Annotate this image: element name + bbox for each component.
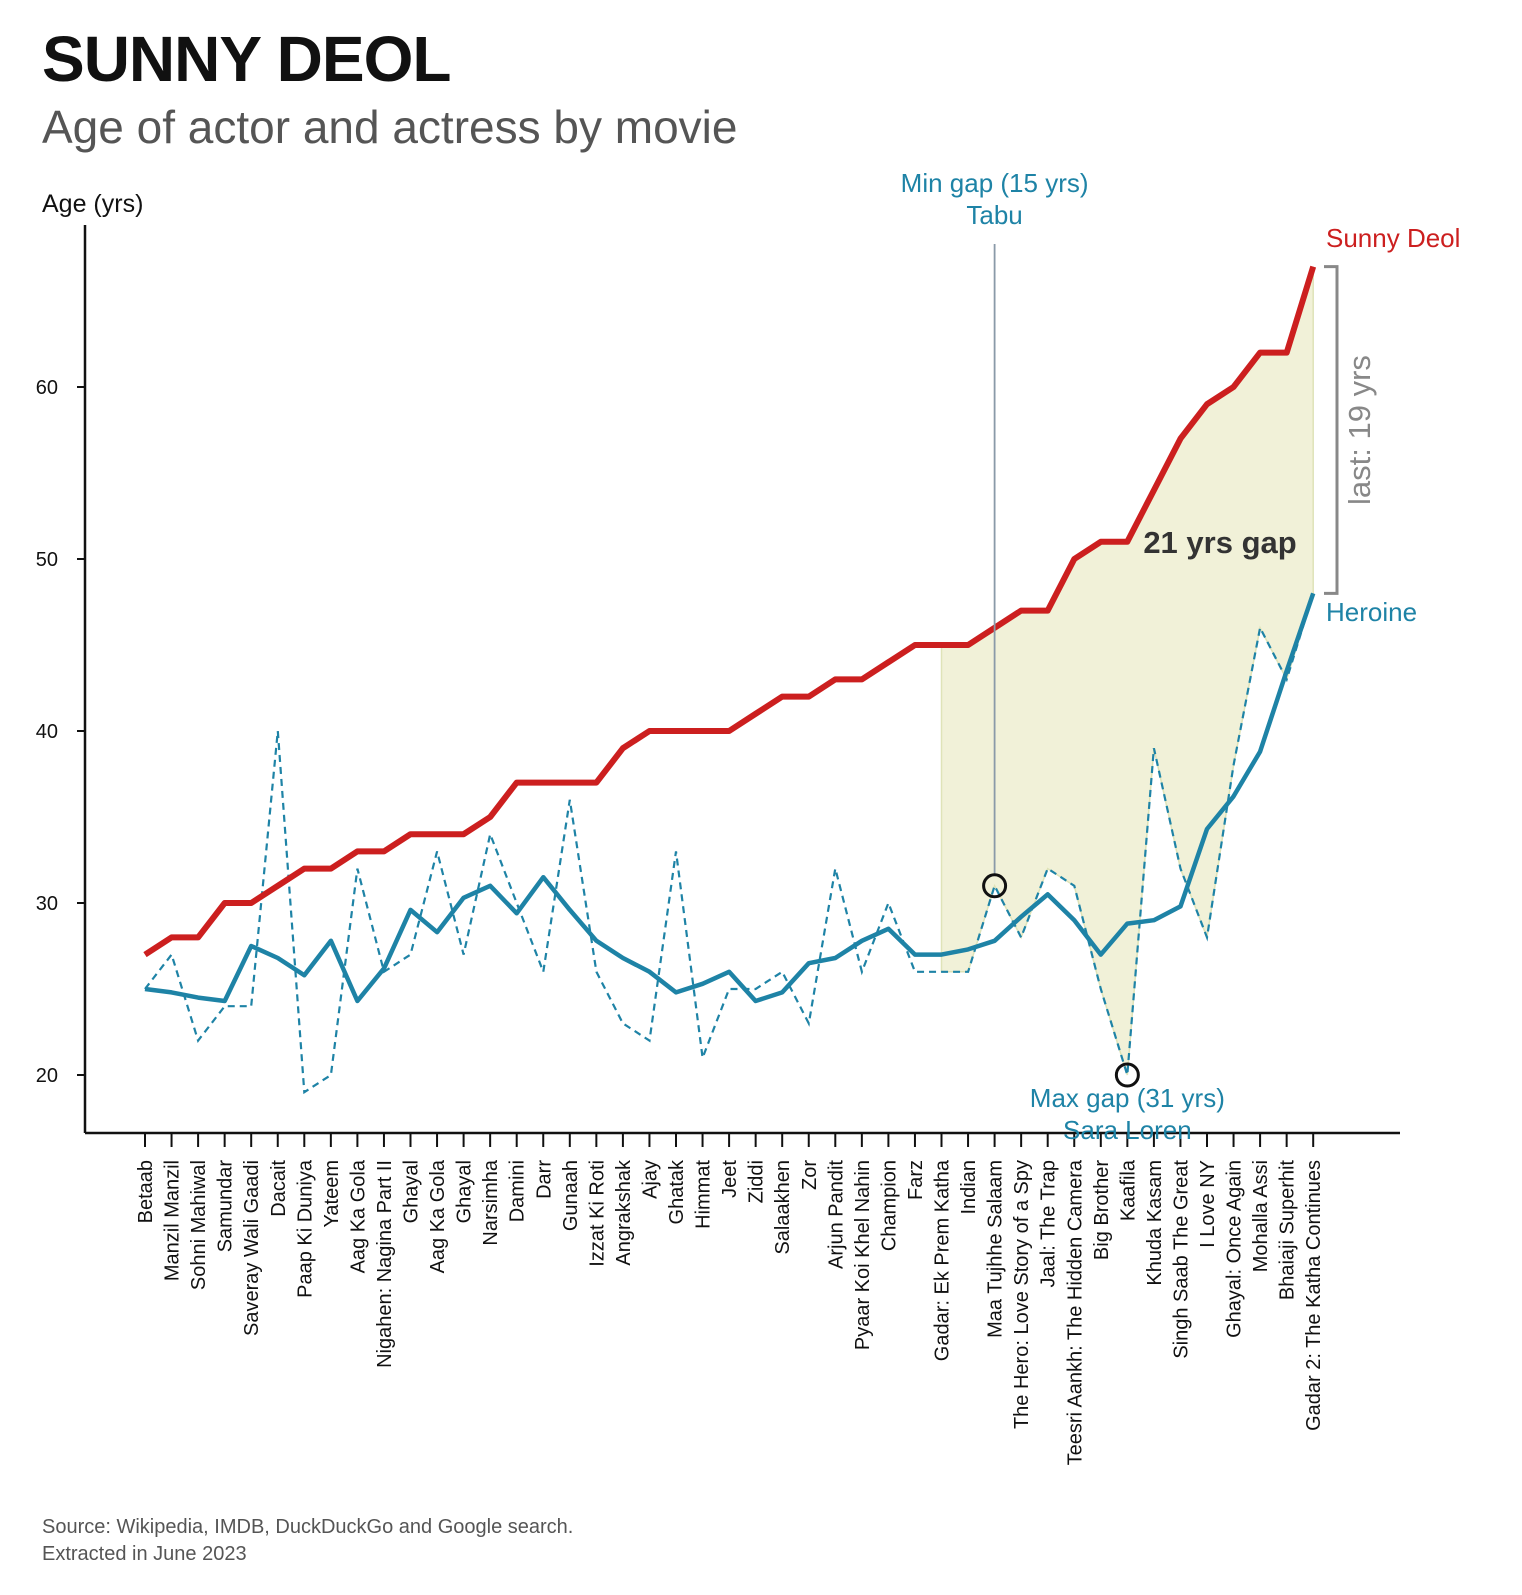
max-gap-marker xyxy=(1114,1062,1140,1088)
x-tick-label: Indian xyxy=(958,1160,980,1215)
x-tick-label: Big Brother xyxy=(1091,1160,1113,1260)
x-tick-label: Himmat xyxy=(693,1160,715,1229)
actor-age-line xyxy=(143,265,1317,958)
heroine-age-dashed-line xyxy=(144,593,1315,1095)
x-tick-label: Angrakshak xyxy=(613,1159,635,1266)
x-tick-label: Nigahen: Nagina Part II xyxy=(374,1160,396,1368)
x-tick-label: Salaakhen xyxy=(772,1160,794,1255)
x-tick-label: Gadar: Ek Prem Katha xyxy=(932,1159,954,1361)
chart-subtitle: Age of actor and actress by movie xyxy=(42,101,738,153)
x-tick-label: Singh Saab The Great xyxy=(1170,1160,1192,1359)
axes-layer: Age (yrs) 20 30 40 50 60 xyxy=(36,190,1400,1147)
x-tick-label: Arjun Pandit xyxy=(825,1160,847,1269)
heroine-age-trend-line xyxy=(144,592,1316,1004)
min-gap-actress-name: Tabu xyxy=(966,200,1022,230)
x-tick-label: Maa Tujhhe Salaam xyxy=(985,1160,1007,1338)
x-tick-label: Jeet xyxy=(719,1160,741,1198)
x-tick-label: Ghatak xyxy=(666,1159,688,1224)
x-tick-label: Manzil Manzil xyxy=(162,1160,184,1281)
x-tick-label: Gadar 2: The Katha Continues xyxy=(1303,1160,1325,1431)
series-layer xyxy=(143,265,1317,1095)
x-tick-label: Farz xyxy=(905,1160,927,1200)
x-tick-label: I Love NY xyxy=(1197,1160,1219,1248)
y-tick-label: 20 xyxy=(36,1065,58,1087)
min-gap-label: Min gap (15 yrs) xyxy=(901,168,1089,198)
y-tick-label: 50 xyxy=(36,549,58,571)
x-tick-label: Pyaar Koi Khel Nahin xyxy=(852,1160,874,1350)
x-tick-label: Ziddi xyxy=(746,1160,768,1203)
x-tick-label: The Hero: Love Story of a Spy xyxy=(1011,1160,1033,1429)
source-note: Source: Wikipedia, IMDB, DuckDuckGo and … xyxy=(42,1514,573,1568)
y-tick-label: 40 xyxy=(36,721,58,743)
x-tick-label: Khuda Kasam xyxy=(1144,1160,1166,1286)
x-tick-label: Betaab xyxy=(135,1160,157,1223)
x-tick-label: Bhaiaji Superhit xyxy=(1277,1160,1299,1301)
y-tick-label: 60 xyxy=(36,377,58,399)
x-tick-label: Champion xyxy=(878,1160,900,1251)
gap-fill-layer xyxy=(940,266,1314,1076)
x-tick-label: Ghayal xyxy=(454,1160,476,1223)
x-tick-label: Gunaah xyxy=(560,1160,582,1231)
source-line: Source: Wikipedia, IMDB, DuckDuckGo and … xyxy=(42,1516,574,1538)
gap-area xyxy=(940,266,1314,1076)
x-tick-label: Aag Ka Gola xyxy=(427,1159,449,1273)
gap-label: 21 yrs gap xyxy=(1143,525,1296,560)
x-tick-label: Zor xyxy=(799,1160,821,1190)
annotation-layer: Min gap (15 yrs)Tabu Max gap (31 yrs)Sara… xyxy=(901,168,1461,1145)
y-tick-label: 30 xyxy=(36,893,58,915)
x-tick-label: Izzat Ki Roti xyxy=(586,1160,608,1267)
x-tick-label: Teesri Aankh: The Hidden Camera xyxy=(1064,1159,1086,1465)
x-tick-labels: Betaab Manzil Manzil Sohni Mahiwal Samundar… xyxy=(135,1159,1325,1465)
heroine-series-label: Heroine xyxy=(1326,597,1417,627)
x-tick-label: Kaafila xyxy=(1117,1159,1139,1221)
x-tick-label: Damini xyxy=(507,1160,529,1222)
x-tick-label: Mohalla Assi xyxy=(1250,1160,1272,1272)
x-tick-label: Darr xyxy=(533,1160,555,1199)
chart-title: SUNNY DEOL xyxy=(42,23,451,95)
max-gap-label: Max gap (31 yrs) xyxy=(1030,1083,1225,1113)
x-tick-label: Dacait xyxy=(268,1160,290,1217)
x-tick-label: Aag Ka Gola xyxy=(347,1159,369,1273)
actor-series-label: Sunny Deol xyxy=(1326,223,1460,253)
max-gap-actress-name: Sara Loren xyxy=(1063,1115,1192,1145)
last-gap-label: last: 19 yrs xyxy=(1342,355,1377,505)
extraction-date: Extracted in June 2023 xyxy=(42,1543,247,1565)
min-gap-marker xyxy=(982,873,1008,899)
last-gap-bracket xyxy=(1324,265,1339,595)
x-tick-label: Samundar xyxy=(215,1160,237,1253)
x-tick-label: Jaal: The Trap xyxy=(1038,1160,1060,1287)
x-tick-label: Ghayal xyxy=(401,1160,423,1223)
x-tick-label: Ajay xyxy=(639,1160,661,1199)
x-tick-label: Ghayal: Once Again xyxy=(1224,1160,1246,1338)
x-tick-label: Saveray Wali Gaadi xyxy=(241,1160,263,1336)
x-tick-label: Paap Ki Duniya xyxy=(294,1159,316,1298)
x-tick-label: Yateem xyxy=(321,1160,343,1227)
y-axis-label: Age (yrs) xyxy=(42,190,143,218)
x-tick-label: Sohni Mahiwal xyxy=(188,1160,210,1290)
x-tick-label: Narsimha xyxy=(480,1159,502,1245)
